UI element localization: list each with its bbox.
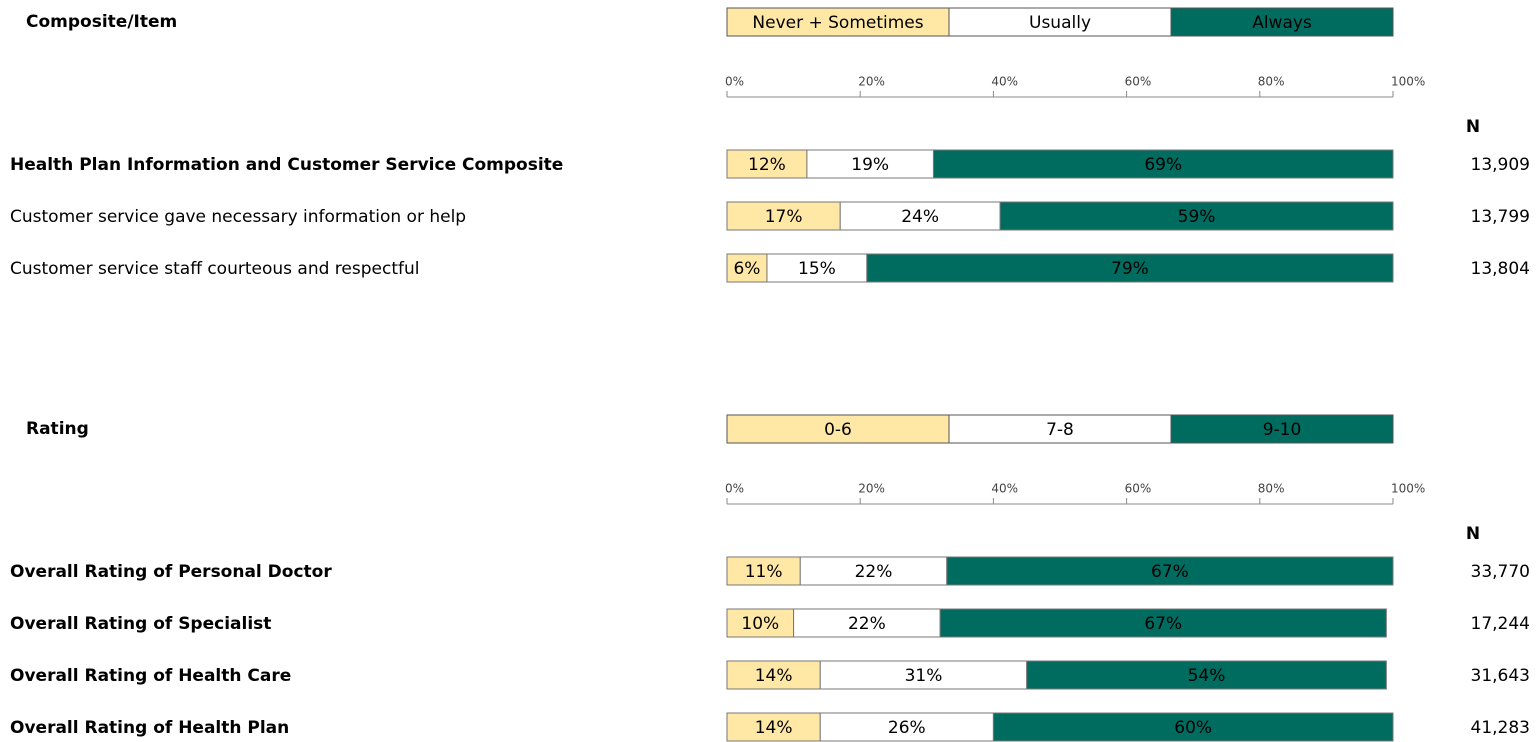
bar-segment (939, 608, 1387, 638)
bar-segment (766, 253, 868, 283)
legend-label: Always (1252, 13, 1312, 33)
legend-label: 0-6 (824, 420, 852, 440)
n-value: 13,909 (1471, 155, 1530, 175)
category-label: Overall Rating of Health Plan (10, 718, 289, 738)
value-label: 24% (901, 207, 939, 227)
value-label: 67% (1151, 562, 1189, 582)
n-value: 33,770 (1471, 562, 1530, 582)
legend-swatch (1170, 414, 1394, 444)
legend-swatch (948, 414, 1172, 444)
x-tick-label: 80% (1258, 482, 1285, 496)
category-label: Customer service staff courteous and res… (10, 259, 419, 279)
value-label: 26% (888, 718, 926, 738)
legend-label: 7-8 (1046, 420, 1074, 440)
value-label: 11% (745, 562, 783, 582)
value-label: 17% (765, 207, 803, 227)
n-header: N (1466, 117, 1480, 137)
value-label: 14% (755, 718, 793, 738)
value-label: 31% (905, 666, 943, 686)
value-label: 15% (798, 259, 836, 279)
value-label: 22% (855, 562, 893, 582)
bar-segment (1026, 660, 1387, 690)
value-label: 14% (755, 666, 793, 686)
value-label: 12% (748, 155, 786, 175)
bar-segment (726, 556, 801, 586)
chart-title: Composite/Item (26, 12, 177, 32)
x-tick-label: 20% (858, 75, 885, 89)
x-tick-label: 80% (1258, 75, 1285, 89)
n-value: 41,283 (1471, 718, 1530, 738)
x-tick-label: 100% (1391, 482, 1425, 496)
value-label: 59% (1178, 207, 1216, 227)
category-label: Overall Rating of Specialist (10, 614, 271, 634)
bar-segment (992, 712, 1394, 742)
bar-segment (946, 556, 1394, 586)
value-label: 67% (1144, 614, 1182, 634)
x-tick-label: 0% (725, 482, 744, 496)
legend-swatch (1170, 7, 1394, 37)
bar-segment (799, 556, 948, 586)
legend-swatch (726, 414, 950, 444)
x-tick-label: 0% (725, 75, 744, 89)
bar-segment (726, 712, 821, 742)
value-label: 10% (741, 614, 779, 634)
n-header: N (1466, 524, 1480, 544)
category-label: Overall Rating of Health Care (10, 666, 291, 686)
legend-swatch (726, 7, 950, 37)
n-value: 31,643 (1471, 666, 1530, 686)
value-label: 60% (1174, 718, 1212, 738)
legend-swatch (948, 7, 1172, 37)
n-value: 13,799 (1471, 207, 1530, 227)
bar-segment (819, 712, 994, 742)
bar-segment (806, 149, 934, 179)
n-value: 17,244 (1471, 614, 1530, 634)
value-label: 6% (733, 259, 760, 279)
x-tick-label: 60% (1125, 482, 1152, 496)
category-label: Health Plan Information and Customer Ser… (10, 155, 563, 175)
value-label: 22% (848, 614, 886, 634)
chart-title: Rating (26, 419, 89, 439)
legend-label: Never + Sometimes (752, 13, 923, 33)
value-label: 69% (1144, 155, 1182, 175)
value-label: 54% (1188, 666, 1226, 686)
bar-segment (819, 660, 1028, 690)
n-value: 13,804 (1471, 259, 1530, 279)
legend-label: Usually (1029, 13, 1091, 33)
x-tick-label: 40% (991, 75, 1018, 89)
bar-segment (932, 149, 1394, 179)
bar-segment (726, 149, 808, 179)
x-tick-label: 20% (858, 482, 885, 496)
value-label: 19% (851, 155, 889, 175)
category-label: Overall Rating of Personal Doctor (10, 562, 332, 582)
bar-segment (999, 201, 1394, 231)
bar-segment (793, 608, 941, 638)
legend-label: 9-10 (1263, 420, 1302, 440)
value-label: 79% (1111, 259, 1149, 279)
bar-segment (866, 253, 1394, 283)
category-label: Customer service gave necessary informat… (10, 207, 466, 227)
x-tick-label: 60% (1125, 75, 1152, 89)
x-tick-label: 100% (1391, 75, 1425, 89)
x-tick-label: 40% (991, 482, 1018, 496)
